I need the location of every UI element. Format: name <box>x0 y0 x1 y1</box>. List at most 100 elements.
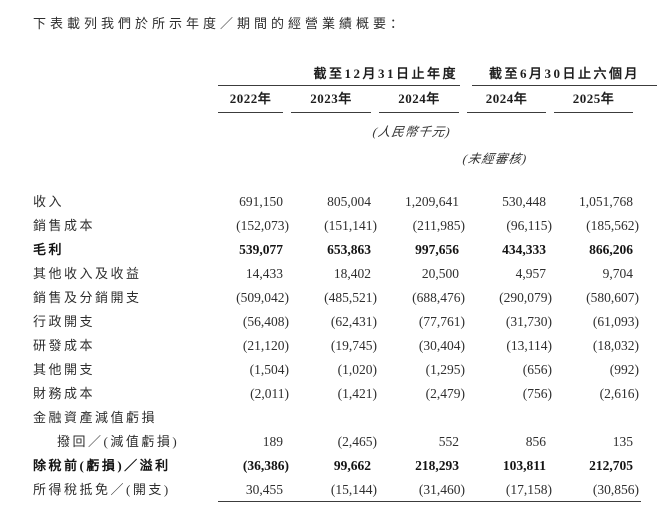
table-row: 研發成本 (21,120) (19,745) (30,404) (13,114) (18,… <box>33 334 660 358</box>
cell-value: 20,500 <box>421 266 459 281</box>
row-label: 研發成本 <box>33 338 96 353</box>
cell-value: (2,011) <box>250 386 289 401</box>
table-row: 財務成本 (2,011) (1,421) (2,479) (756) (2,616) <box>33 382 660 406</box>
cell-value: (1,421) <box>337 386 377 401</box>
cell-value: (56,408) <box>242 314 289 329</box>
table-row: 銷售及分銷開支 (509,042) (485,521) (688,476) (290,0… <box>33 286 660 310</box>
year-header-2025-interim-col: 2025年 <box>554 88 641 113</box>
year-header-2024: 2024年 <box>379 88 459 113</box>
row-label: 毛利 <box>33 242 65 257</box>
row-label: 銷售及分銷開支 <box>33 290 142 305</box>
cell-value: (61,093) <box>592 314 639 329</box>
cell-value: (21,120) <box>242 338 289 353</box>
table-body: 收入 691,150 805,004 1,209,641 530,448 1,051,76… <box>33 190 660 502</box>
year-header-2025-interim: 2025年 <box>554 88 633 113</box>
column-group-annual: 截至12月31日止年度 <box>218 63 460 86</box>
cell-value: 189 <box>262 434 283 449</box>
cell-value: 1,051,768 <box>579 194 633 209</box>
year-header-2024-interim-col: 2024年 <box>467 88 554 113</box>
table-row: 其他收入及收益 14,433 18,402 20,500 4,957 9,704 <box>33 262 660 286</box>
row-label: 除稅前(虧損)／溢利 <box>33 458 171 473</box>
cell-value: (30,404) <box>418 338 465 353</box>
table-row: 所得稅抵免／(開支) 30,455 (15,144) (31,460) (17,158)… <box>33 478 660 502</box>
cell-value: (688,476) <box>412 290 465 305</box>
cell-value: (15,144) <box>291 478 379 502</box>
year-header-2024-interim: 2024年 <box>467 88 546 113</box>
cell-value: 805,004 <box>327 194 371 209</box>
cell-value: 99,662 <box>333 458 371 473</box>
column-group-header-row: 截至12月31日止年度 截至6月30日止六個月 <box>33 60 660 86</box>
row-label: 行政開支 <box>33 314 96 329</box>
row-label: 其他開支 <box>33 362 96 377</box>
table-row: 收入 691,150 805,004 1,209,641 530,448 1,051,76… <box>33 190 660 214</box>
row-label: 財務成本 <box>33 386 96 401</box>
column-group-interim: 截至6月30日止六個月 <box>472 63 657 86</box>
cell-value: (18,032) <box>592 338 639 353</box>
cell-value: (509,042) <box>236 290 289 305</box>
currency-unit-note: (人民幣千元) <box>371 125 452 139</box>
cell-value: (17,158) <box>467 478 554 502</box>
cell-value: (992) <box>609 362 639 377</box>
cell-value: 4,957 <box>515 266 546 281</box>
cell-value: (151,141) <box>324 218 377 233</box>
cell-value: (19,745) <box>330 338 377 353</box>
cell-value: 212,705 <box>589 458 633 473</box>
year-header-2022-col: 2022年 <box>218 88 291 113</box>
cell-value: (13,114) <box>506 338 552 353</box>
year-header-2024-col: 2024年 <box>379 88 467 113</box>
row-label: 銷售成本 <box>33 218 96 233</box>
cell-value: 552 <box>438 434 459 449</box>
table-caption: 下表載列我們於所示年度／期間的經營業績概要： <box>33 16 408 31</box>
cell-value <box>554 406 641 430</box>
cell-value: 14,433 <box>245 266 283 281</box>
cell-value: 103,811 <box>502 458 546 473</box>
cell-value: (580,607) <box>586 290 639 305</box>
cell-value: (62,431) <box>330 314 377 329</box>
table-row: 毛利 539,077 653,863 997,656 434,333 866,206 <box>33 238 660 262</box>
cell-value: 135 <box>612 434 633 449</box>
cell-value: (1,504) <box>249 362 289 377</box>
cell-value <box>291 406 379 430</box>
table-row: 除稅前(虧損)／溢利 (36,386) 99,662 218,293 103,811 21… <box>33 454 660 478</box>
cell-value: (31,730) <box>505 314 552 329</box>
cell-value: 539,077 <box>239 242 283 257</box>
cell-value <box>467 406 554 430</box>
unaudited-note: (未經審核) <box>461 152 529 166</box>
table-row: 行政開支 (56,408) (62,431) (77,761) (31,730) (61,… <box>33 310 660 334</box>
year-header-2023: 2023年 <box>291 88 371 113</box>
cell-value: (211,985) <box>412 218 465 233</box>
cell-value: (31,460) <box>379 478 467 502</box>
cell-value: (30,856) <box>554 478 641 502</box>
row-label: 金融資產減值虧損 <box>33 410 158 425</box>
cell-value: 218,293 <box>415 458 459 473</box>
cell-value: (485,521) <box>324 290 377 305</box>
year-header-row: 2022年 2023年 2024年 2024年 2025年 <box>33 86 660 113</box>
cell-value: 1,209,641 <box>405 194 459 209</box>
cell-value: 434,333 <box>502 242 546 257</box>
cell-value: (2,465) <box>337 434 377 449</box>
cell-value: (77,761) <box>418 314 465 329</box>
cell-value: (96,115) <box>506 218 552 233</box>
row-label: 其他收入及收益 <box>33 266 142 281</box>
row-label: 所得稅抵免／(開支) <box>33 482 171 497</box>
cell-value: 856 <box>525 434 546 449</box>
cell-value: (152,073) <box>236 218 289 233</box>
table-row: 撥回／(減值虧損) 189 (2,465) 552 856 135 <box>33 430 660 454</box>
cell-value: 653,863 <box>327 242 371 257</box>
cell-value: 997,656 <box>415 242 459 257</box>
table-row: 銷售成本 (152,073) (151,141) (211,985) (96,115) (… <box>33 214 660 238</box>
cell-value: (36,386) <box>242 458 289 473</box>
cell-value <box>218 406 291 430</box>
table-row: 其他開支 (1,504) (1,020) (1,295) (656) (992) <box>33 358 660 382</box>
cell-value: 691,150 <box>239 194 283 209</box>
year-header-2022: 2022年 <box>218 88 283 113</box>
year-header-2023-col: 2023年 <box>291 88 379 113</box>
cell-value: 530,448 <box>502 194 546 209</box>
cell-value: (1,020) <box>337 362 377 377</box>
cell-value: (185,562) <box>586 218 639 233</box>
table-row: 金融資產減值虧損 <box>33 406 660 430</box>
cell-value: (2,616) <box>599 386 639 401</box>
row-label: 撥回／(減值虧損) <box>57 434 180 449</box>
cell-value: 9,704 <box>602 266 633 281</box>
